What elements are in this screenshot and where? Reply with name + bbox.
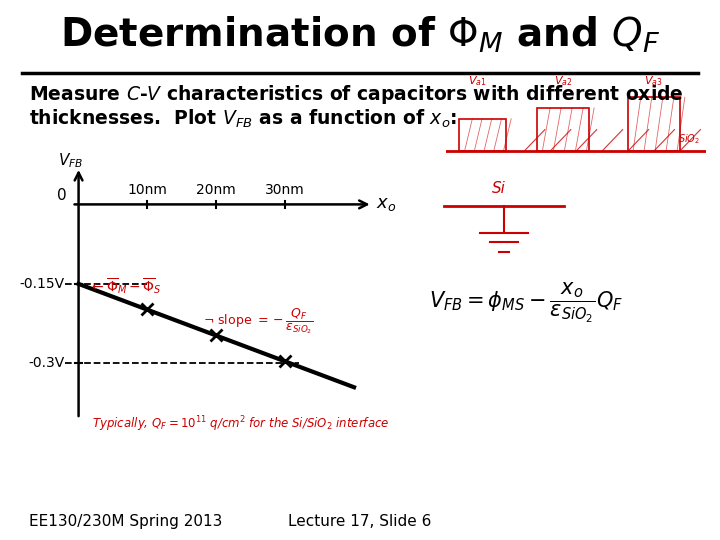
Text: $V_{a1}$: $V_{a1}$ — [468, 74, 487, 88]
Text: $V_{FB}$: $V_{FB}$ — [58, 151, 83, 170]
Bar — [537, 108, 589, 151]
Text: $V_{FB} = \phi_{MS} - \dfrac{x_o}{\varepsilon_{SiO_2}} Q_F$: $V_{FB} = \phi_{MS} - \dfrac{x_o}{\varep… — [428, 280, 623, 325]
Text: $V_{a3}$: $V_{a3}$ — [644, 74, 663, 88]
Text: -0.15V: -0.15V — [19, 277, 65, 291]
Text: Measure $\mathit{C}$-$\mathit{V}$ characteristics of capacitors with different o: Measure $\mathit{C}$-$\mathit{V}$ charac… — [29, 83, 683, 106]
Bar — [628, 97, 680, 151]
Text: $\neg$ slope $= -\dfrac{Q_F}{\varepsilon_{SiO_2}}$: $\neg$ slope $= -\dfrac{Q_F}{\varepsilon… — [202, 306, 313, 336]
Bar — [459, 119, 506, 151]
Text: 0: 0 — [57, 188, 66, 204]
Text: Lecture 17, Slide 6: Lecture 17, Slide 6 — [288, 514, 432, 529]
Text: 10nm: 10nm — [127, 183, 167, 197]
Text: $V_{a2}$: $V_{a2}$ — [554, 74, 572, 88]
Text: $x_o$: $x_o$ — [376, 195, 396, 213]
Text: Determination of $\Phi_M$ and $Q_F$: Determination of $\Phi_M$ and $Q_F$ — [60, 15, 660, 55]
Text: $SiO_2$: $SiO_2$ — [678, 132, 701, 146]
Text: 20nm: 20nm — [197, 183, 236, 197]
Text: 30nm: 30nm — [265, 183, 305, 197]
Text: Si: Si — [492, 181, 506, 196]
Text: $\leftarrow \overline{\Phi}_M - \overline{\Phi}_S$: $\leftarrow \overline{\Phi}_M - \overlin… — [89, 276, 162, 296]
Text: Typically, $Q_F = 10^{11}$ q/cm$^2$ for the Si/SiO$_2$ interface: Typically, $Q_F = 10^{11}$ q/cm$^2$ for … — [92, 415, 390, 434]
Text: -0.3V: -0.3V — [29, 356, 65, 370]
Text: thicknesses.  Plot $V_{FB}$ as a function of $x_o$:: thicknesses. Plot $V_{FB}$ as a function… — [29, 107, 456, 130]
Text: EE130/230M Spring 2013: EE130/230M Spring 2013 — [29, 514, 222, 529]
